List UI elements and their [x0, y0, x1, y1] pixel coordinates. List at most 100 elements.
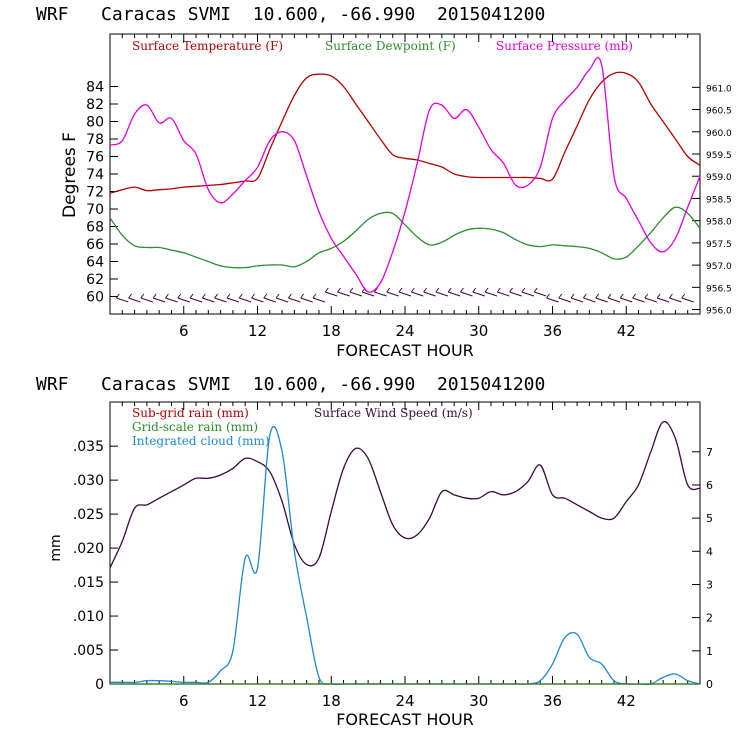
y-tick-label: .025 [73, 507, 104, 523]
x-tick-label: 12 [248, 692, 267, 710]
wind-barb-flag [287, 293, 292, 299]
y-tick-label: 0 [95, 677, 104, 693]
wind-barb-flag [324, 287, 329, 293]
y2-tick-label: 4 [706, 545, 713, 558]
wind-barb-flag [681, 293, 686, 299]
wind-barb-flag [607, 293, 612, 299]
wind-barb [681, 297, 694, 303]
legend-gridscale-rain: Grid-scale rain (mm) [132, 420, 258, 434]
wind-barb [460, 291, 473, 297]
wind-barb [361, 291, 375, 297]
wind-barb [595, 297, 608, 303]
x-tick-label: 30 [469, 692, 488, 710]
y-tick-label: 72 [86, 185, 104, 201]
wind-barb [558, 297, 571, 303]
x-tick-label: 12 [248, 322, 267, 340]
wind-barb-flag [435, 287, 440, 293]
wind-barb-flag [423, 287, 427, 293]
wind-barb [116, 297, 129, 303]
wind-barb [484, 291, 498, 297]
wind-barb [509, 291, 522, 297]
wind-barb-flag [398, 287, 403, 293]
y-tick-label: .020 [73, 541, 104, 557]
wind-barb [656, 297, 670, 303]
series-line-surface-temperature-f [109, 71, 701, 194]
wind-barb [239, 297, 252, 303]
wind-barb [153, 297, 166, 303]
legend-dewpoint: Surface Dewpoint (F) [325, 39, 456, 53]
legend-integrated-cloud: Integrated cloud (mm) [132, 434, 270, 448]
x-tick-label: 42 [617, 322, 636, 340]
wind-barb-flag [656, 293, 661, 299]
wind-barbs [115, 287, 694, 303]
precipitation-chart: WRF Caracas SVMI 10.600, -66.990 2015041… [36, 374, 713, 729]
wind-barb [275, 297, 289, 303]
y-tick-label: .030 [73, 473, 104, 489]
wind-barb-flag [349, 287, 354, 293]
wind-barb [251, 297, 264, 303]
wind-barb [128, 297, 141, 303]
wind-barb [472, 291, 485, 297]
wind-barb [546, 297, 559, 303]
x-tick-label: 24 [395, 692, 414, 710]
x-tick-label: 24 [395, 322, 414, 340]
wind-barb [534, 291, 547, 297]
wind-barb-flag [337, 287, 341, 293]
wind-barb-flag [595, 293, 600, 299]
wind-barb [263, 297, 276, 303]
y2-tick-label: 6 [706, 479, 713, 492]
legend-subgrid-rain: Sub-grid rain (mm) [132, 406, 249, 420]
wind-barb [497, 291, 510, 297]
y-axis-label: Degrees F [60, 132, 80, 218]
wind-barb-flag [644, 293, 649, 299]
wind-barb-flag [533, 287, 538, 293]
y2-tick-label: 956.0 [706, 307, 732, 317]
wind-barb-flag [570, 293, 575, 299]
wind-barb-flag [472, 287, 477, 293]
y2-tick-label: 959.5 [706, 151, 732, 161]
wind-barb [644, 297, 657, 303]
y2-tick-label: 3 [706, 578, 713, 591]
x-tick-label: 42 [617, 692, 636, 710]
x-tick-label: 18 [322, 322, 341, 340]
y-tick-label: 70 [86, 202, 104, 218]
wind-barb [583, 297, 596, 303]
y2-tick-label: 1 [706, 645, 713, 658]
wind-barb [386, 291, 399, 297]
y-tick-label: .010 [73, 609, 104, 625]
y-tick-label: 76 [86, 150, 104, 166]
wind-barb-flag [128, 293, 132, 299]
wind-barb [325, 291, 338, 297]
series-line-surface-dewpoint-f [109, 206, 701, 269]
y2-tick-label: 961.0 [706, 84, 732, 94]
wind-barb-flag [226, 293, 231, 299]
x-axis-label: FORECAST HOUR [336, 710, 474, 729]
wind-barb-flag [140, 293, 145, 299]
y2-tick-label: 956.5 [706, 284, 732, 294]
wind-barb-flag [509, 287, 514, 293]
y2-tick-label: 960.5 [706, 107, 732, 117]
wind-barb-flag [582, 293, 587, 299]
y2-tick-label: 5 [706, 512, 713, 525]
wind-barb-flag [165, 293, 169, 299]
legend-wind-speed: Surface Wind Speed (m/s) [314, 406, 473, 420]
wind-barb [620, 297, 633, 303]
y-tick-label: 68 [86, 220, 104, 236]
wind-barb-flag [177, 293, 182, 299]
wind-barb-flag [484, 287, 489, 293]
wind-barb-flag [152, 293, 157, 299]
wind-barb [165, 297, 178, 303]
y2-tick-label: 957.0 [706, 262, 732, 272]
wind-barb-flag [189, 293, 194, 299]
chart-title: WRF Caracas SVMI 10.600, -66.990 2015041… [36, 4, 545, 25]
wind-barb-flag [546, 293, 550, 299]
wind-barb [349, 291, 362, 297]
y-tick-label: 78 [86, 132, 104, 148]
wind-barb [669, 297, 682, 303]
wind-barb [374, 291, 387, 297]
wind-barb [435, 291, 449, 297]
wind-barb-flag [214, 293, 219, 299]
wind-barb-flag [312, 293, 317, 299]
wind-barb-flag [447, 287, 452, 293]
